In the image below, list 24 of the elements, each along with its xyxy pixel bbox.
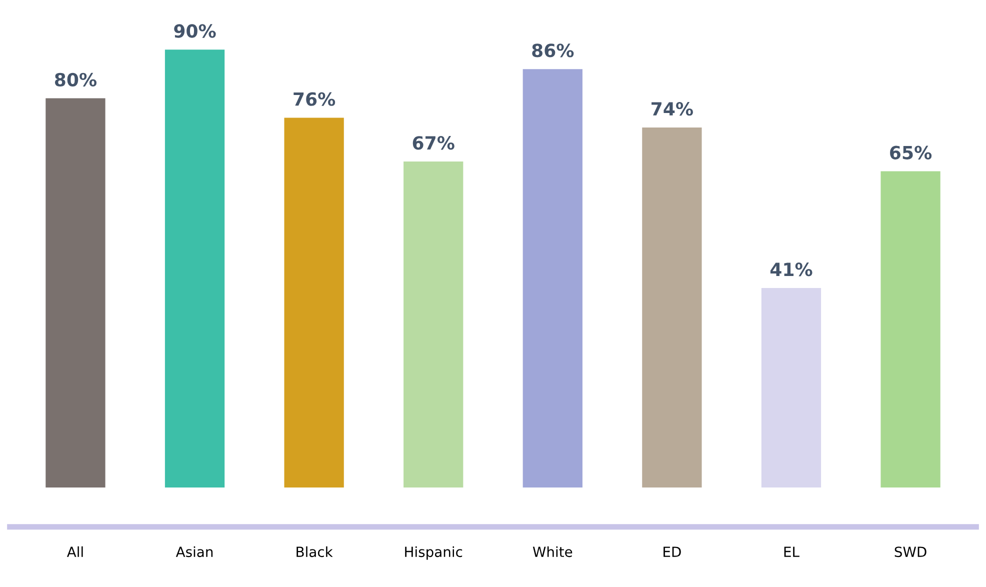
x-tick-label: Black [296, 546, 333, 558]
data-label: 76% [294, 92, 336, 106]
data-label: 65% [890, 146, 932, 160]
x-tick-label: ED [664, 546, 681, 557]
data-label: 90% [174, 24, 216, 38]
bar [46, 98, 106, 488]
x-tick-label: White [532, 546, 572, 558]
x-tick-label: Hispanic [405, 546, 462, 560]
data-label: 80% [54, 72, 97, 86]
bar [284, 118, 344, 488]
bar [642, 127, 702, 488]
x-tick-label: Asian [176, 546, 213, 558]
data-label: 86% [532, 44, 574, 58]
x-tick-label: All [66, 546, 83, 557]
x-tick-label: SWD [894, 546, 926, 558]
data-label: 74% [652, 102, 693, 116]
data-label: 41% [770, 262, 812, 276]
bar [522, 69, 582, 488]
bar [404, 162, 464, 488]
data-label: 67% [412, 136, 454, 150]
x-tick-label: EL [784, 546, 800, 557]
bar [164, 50, 225, 488]
bar [761, 288, 822, 488]
bar [880, 171, 940, 488]
